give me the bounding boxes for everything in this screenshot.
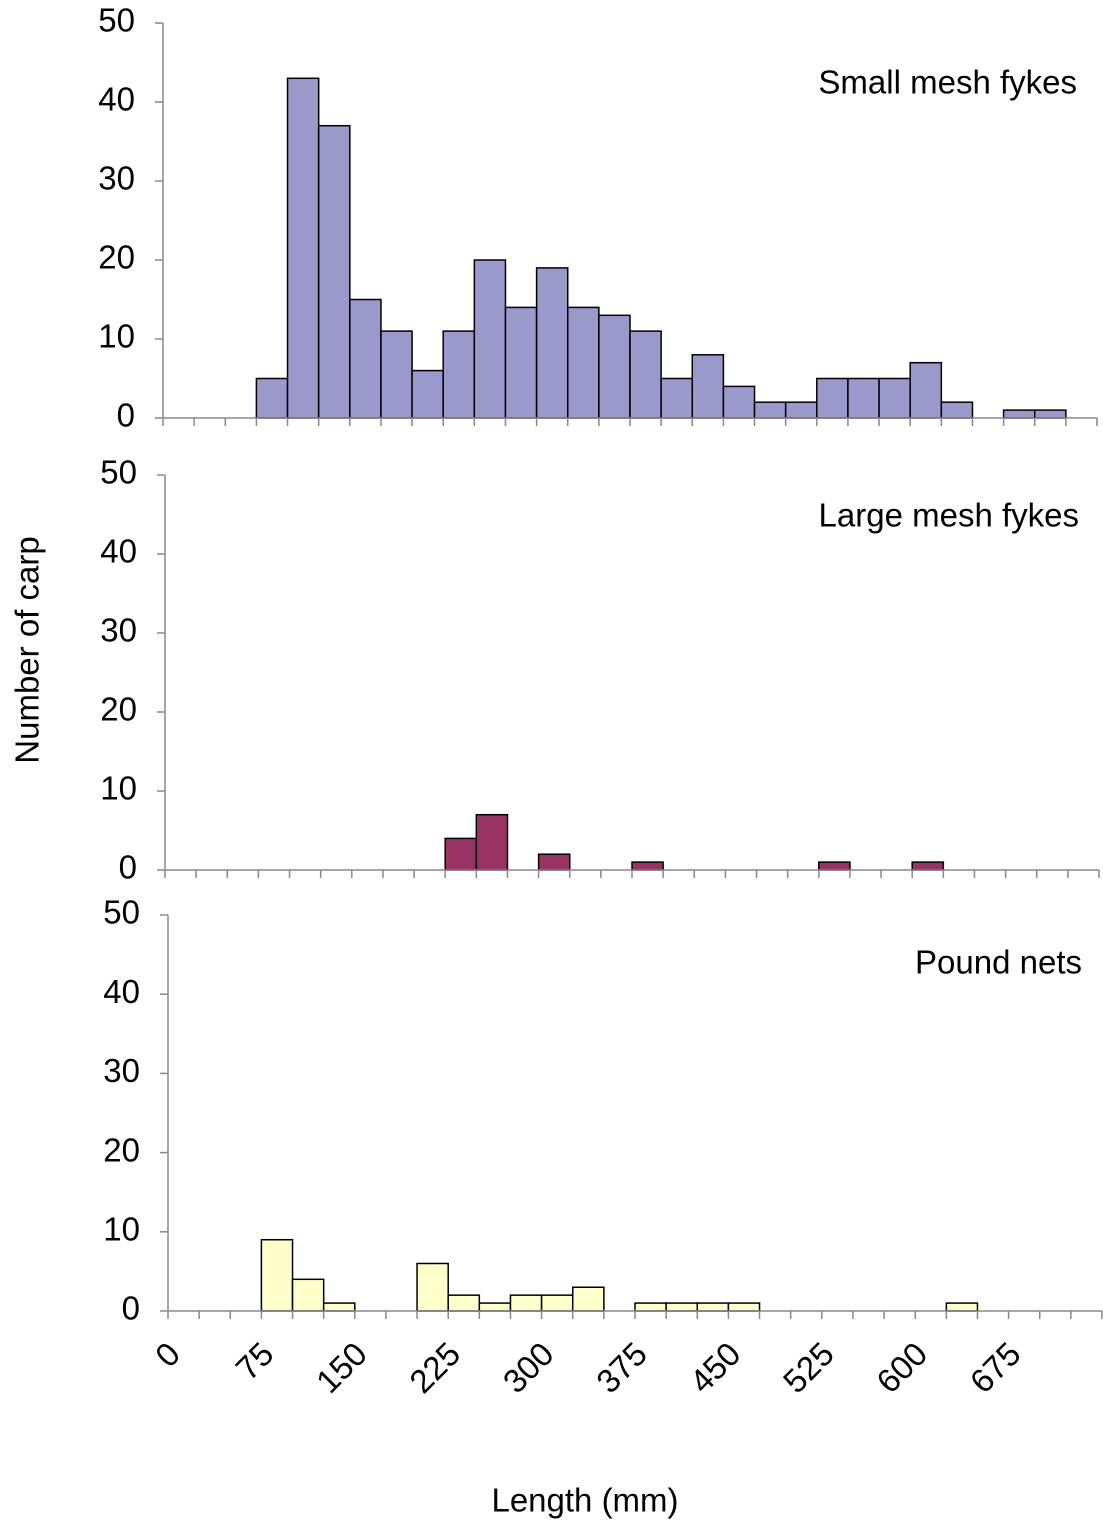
bar bbox=[255, 377, 289, 419]
y-axis-label: Number of carp bbox=[9, 536, 46, 763]
y-tick-label: 50 bbox=[98, 2, 135, 39]
y-tick-label: 30 bbox=[103, 1052, 140, 1089]
x-tick-label: 525 bbox=[776, 1335, 841, 1400]
bar bbox=[1002, 409, 1036, 419]
bar bbox=[416, 1262, 449, 1312]
bar bbox=[878, 377, 911, 419]
bar bbox=[665, 1302, 699, 1312]
bar bbox=[1033, 409, 1067, 419]
bar bbox=[322, 1302, 356, 1312]
bar bbox=[537, 853, 571, 871]
panel-title: Large mesh fykes bbox=[819, 497, 1079, 534]
bar bbox=[504, 306, 538, 419]
bar bbox=[411, 369, 444, 419]
bar bbox=[286, 77, 320, 419]
y-tick-label: 10 bbox=[103, 1211, 140, 1248]
bar bbox=[473, 259, 507, 419]
panel-title: Pound nets bbox=[915, 944, 1082, 981]
y-tick-label: 30 bbox=[100, 612, 137, 649]
bar bbox=[291, 1278, 325, 1312]
bar bbox=[945, 1302, 979, 1312]
panel-title: Small mesh fykes bbox=[818, 64, 1077, 101]
y-tick-label: 40 bbox=[100, 533, 137, 570]
y-tick-label: 50 bbox=[103, 894, 140, 931]
bar bbox=[660, 377, 694, 419]
bar bbox=[847, 377, 880, 419]
bar bbox=[727, 1302, 761, 1312]
bar bbox=[816, 377, 849, 419]
bar bbox=[784, 401, 818, 419]
bar bbox=[447, 1294, 481, 1312]
bar bbox=[478, 1302, 512, 1312]
y-tick-label: 30 bbox=[98, 160, 135, 197]
y-tick-label: 20 bbox=[98, 239, 135, 276]
bar bbox=[535, 267, 569, 419]
x-tick-label: 75 bbox=[228, 1335, 280, 1387]
bar bbox=[753, 401, 787, 419]
bar bbox=[629, 330, 662, 419]
y-tick-label: 50 bbox=[100, 454, 137, 491]
bar bbox=[940, 401, 974, 419]
y-tick-label: 20 bbox=[100, 691, 137, 728]
y-tick-label: 10 bbox=[98, 318, 135, 355]
bar bbox=[722, 385, 756, 419]
bar bbox=[380, 330, 413, 419]
y-tick-label: 0 bbox=[119, 849, 137, 886]
x-tick-label: 450 bbox=[682, 1335, 747, 1400]
bar bbox=[349, 298, 382, 419]
bar bbox=[509, 1294, 543, 1312]
y-tick-label: 10 bbox=[100, 770, 137, 807]
bar bbox=[909, 361, 943, 419]
bar bbox=[566, 306, 600, 419]
bar bbox=[317, 124, 351, 419]
x-tick-label: 675 bbox=[963, 1335, 1028, 1400]
bar bbox=[260, 1238, 294, 1312]
bar bbox=[444, 837, 478, 871]
x-tick-label: 225 bbox=[402, 1335, 467, 1400]
x-tick-label: 300 bbox=[496, 1335, 561, 1400]
x-tick-label: 150 bbox=[309, 1335, 374, 1400]
x-axis-label: Length (mm) bbox=[491, 1482, 678, 1519]
y-tick-label: 20 bbox=[103, 1131, 140, 1168]
bar bbox=[442, 330, 476, 419]
x-tick-label: 0 bbox=[148, 1335, 187, 1374]
bar bbox=[818, 861, 851, 871]
y-tick-label: 0 bbox=[122, 1290, 140, 1327]
y-tick-label: 0 bbox=[117, 397, 135, 434]
bar bbox=[571, 1286, 605, 1312]
bar bbox=[631, 861, 664, 871]
bar bbox=[691, 354, 725, 419]
bar bbox=[540, 1294, 574, 1312]
bar bbox=[911, 861, 945, 871]
bar bbox=[696, 1302, 730, 1312]
y-tick-label: 40 bbox=[103, 973, 140, 1010]
x-tick-label: 600 bbox=[869, 1335, 934, 1400]
bar bbox=[475, 813, 509, 871]
y-tick-label: 40 bbox=[98, 81, 135, 118]
x-tick-label: 375 bbox=[589, 1335, 654, 1400]
bar bbox=[598, 314, 631, 419]
bar bbox=[634, 1302, 667, 1312]
